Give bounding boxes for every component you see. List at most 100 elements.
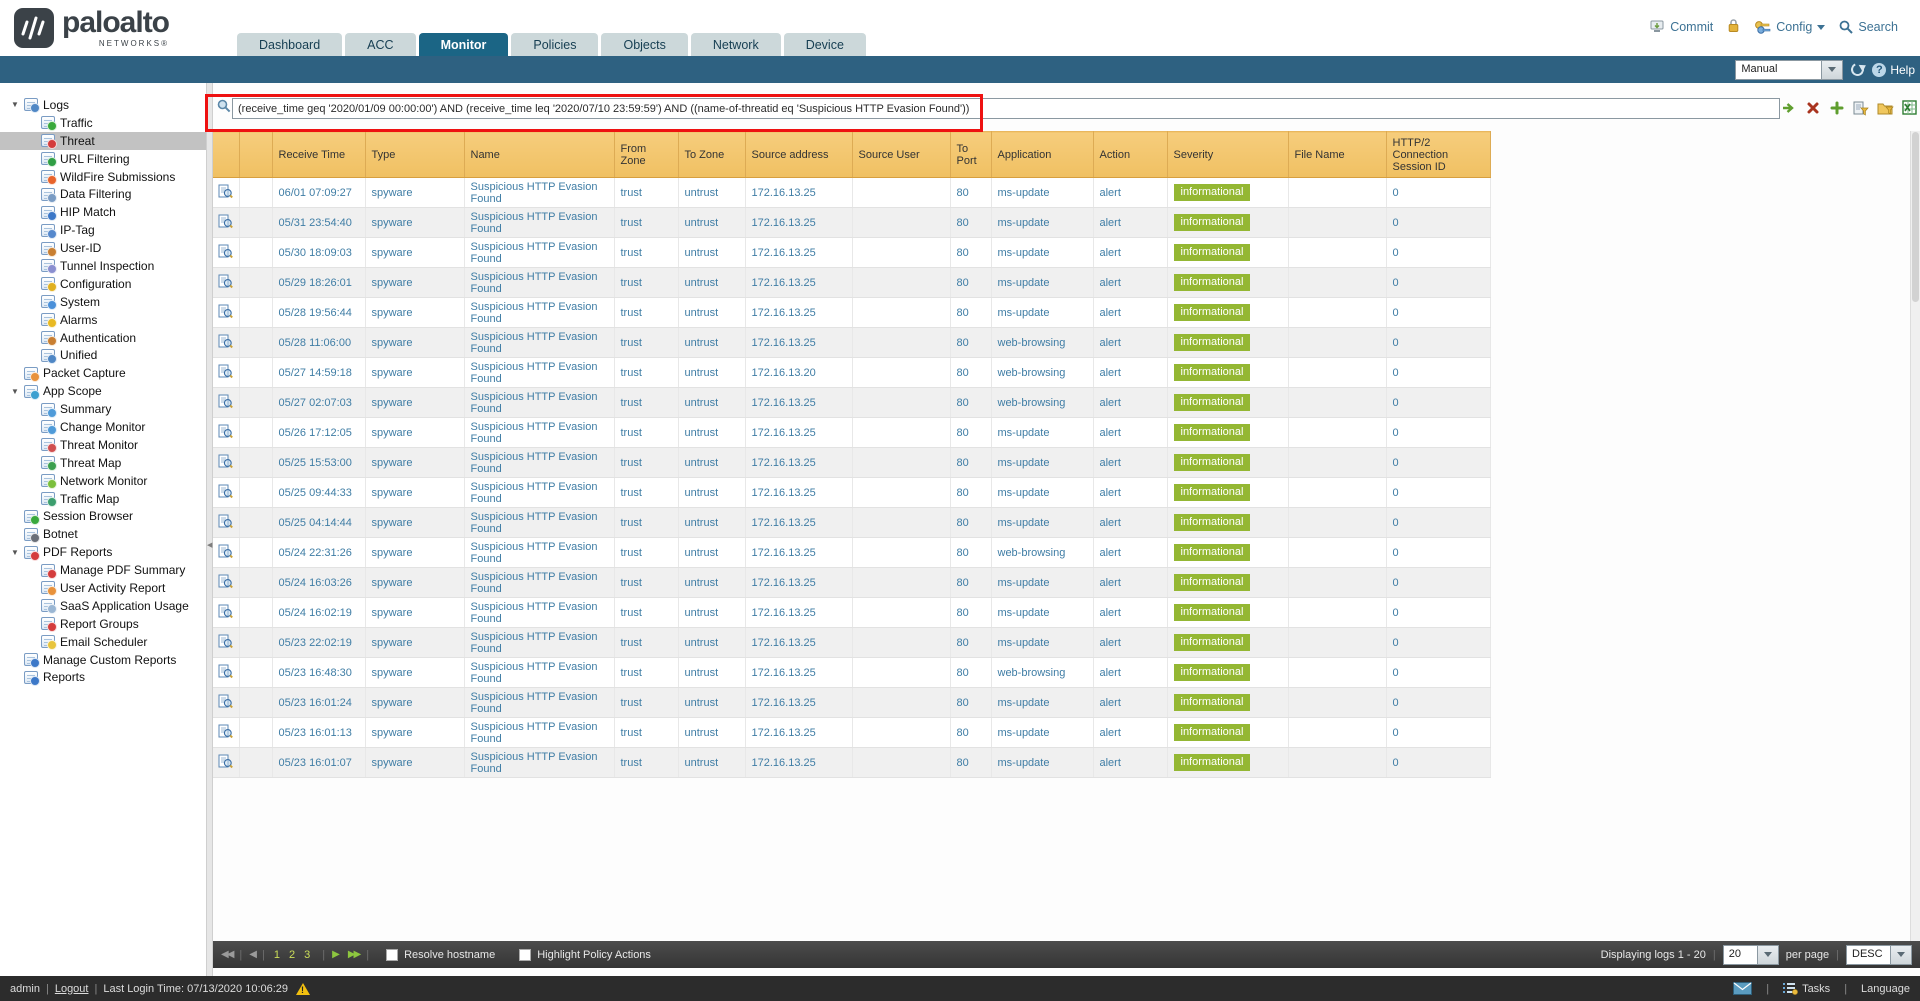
to-port-cell[interactable]: 80	[950, 568, 991, 598]
sidebar-item-saas-application-usage[interactable]: SaaS Application Usage	[0, 597, 206, 615]
threat-name-cell[interactable]: Suspicious HTTP Evasion Found	[464, 298, 614, 328]
source-address-cell[interactable]: 172.16.13.25	[745, 658, 852, 688]
from-zone-cell[interactable]: trust	[614, 298, 678, 328]
receive-time-cell[interactable]: 05/28 19:56:44	[272, 298, 365, 328]
receive-time-cell[interactable]: 05/23 16:01:13	[272, 718, 365, 748]
threat-name-cell[interactable]: Suspicious HTTP Evasion Found	[464, 388, 614, 418]
sidebar-item-summary[interactable]: Summary	[0, 400, 206, 418]
action-cell[interactable]: alert	[1093, 568, 1167, 598]
to-port-cell[interactable]: 80	[950, 178, 991, 208]
severity-cell[interactable]: informational	[1167, 238, 1288, 268]
threat-name-cell[interactable]: Suspicious HTTP Evasion Found	[464, 508, 614, 538]
threat-name-cell[interactable]: Suspicious HTTP Evasion Found	[464, 598, 614, 628]
to-zone-cell[interactable]: untrust	[678, 478, 745, 508]
column-header-severity[interactable]: Severity	[1167, 132, 1288, 178]
clear-filter-button[interactable]	[1804, 98, 1822, 117]
severity-cell[interactable]: informational	[1167, 628, 1288, 658]
threat-name-cell[interactable]: Suspicious HTTP Evasion Found	[464, 658, 614, 688]
application-cell[interactable]: ms-update	[991, 418, 1093, 448]
to-zone-cell[interactable]: untrust	[678, 388, 745, 418]
threat-name-cell[interactable]: Suspicious HTTP Evasion Found	[464, 418, 614, 448]
severity-cell[interactable]: informational	[1167, 358, 1288, 388]
http2-session-id-cell[interactable]: 0	[1386, 478, 1490, 508]
to-port-cell[interactable]: 80	[950, 358, 991, 388]
tree-expander-icon[interactable]: ▼	[11, 387, 24, 396]
sidebar-item-data-filtering[interactable]: Data Filtering	[0, 185, 206, 203]
source-address-cell[interactable]: 172.16.13.20	[745, 358, 852, 388]
sidebar-item-report-groups[interactable]: Report Groups	[0, 615, 206, 633]
receive-time-cell[interactable]: 05/30 18:09:03	[272, 238, 365, 268]
to-zone-cell[interactable]: untrust	[678, 748, 745, 778]
http2-session-id-cell[interactable]: 0	[1386, 628, 1490, 658]
log-detail-button[interactable]	[213, 628, 239, 658]
type-cell[interactable]: spyware	[365, 238, 464, 268]
column-header-to-zone[interactable]: To Zone	[678, 132, 745, 178]
sidebar-item-packet-capture[interactable]: Packet Capture	[0, 364, 206, 382]
sidebar-item-manage-pdf-summary[interactable]: Manage PDF Summary	[0, 561, 206, 579]
receive-time-cell[interactable]: 05/25 15:53:00	[272, 448, 365, 478]
config-menu[interactable]: Config	[1754, 20, 1825, 35]
application-cell[interactable]: ms-update	[991, 298, 1093, 328]
to-port-cell[interactable]: 80	[950, 598, 991, 628]
to-zone-cell[interactable]: untrust	[678, 328, 745, 358]
type-cell[interactable]: spyware	[365, 628, 464, 658]
source-address-cell[interactable]: 172.16.13.25	[745, 628, 852, 658]
action-cell[interactable]: alert	[1093, 658, 1167, 688]
threat-name-cell[interactable]: Suspicious HTTP Evasion Found	[464, 178, 614, 208]
type-cell[interactable]: spyware	[365, 388, 464, 418]
column-header-to-port[interactable]: To Port	[950, 132, 991, 178]
action-cell[interactable]: alert	[1093, 718, 1167, 748]
sidebar-item-user-activity-report[interactable]: User Activity Report	[0, 579, 206, 597]
source-address-cell[interactable]: 172.16.13.25	[745, 208, 852, 238]
from-zone-cell[interactable]: trust	[614, 448, 678, 478]
threat-name-cell[interactable]: Suspicious HTTP Evasion Found	[464, 208, 614, 238]
refresh-icon[interactable]	[1849, 61, 1866, 78]
action-cell[interactable]: alert	[1093, 178, 1167, 208]
application-cell[interactable]: ms-update	[991, 748, 1093, 778]
sidebar-item-system[interactable]: System	[0, 293, 206, 311]
from-zone-cell[interactable]: trust	[614, 418, 678, 448]
threat-name-cell[interactable]: Suspicious HTTP Evasion Found	[464, 358, 614, 388]
http2-session-id-cell[interactable]: 0	[1386, 178, 1490, 208]
receive-time-cell[interactable]: 05/24 22:31:26	[272, 538, 365, 568]
action-cell[interactable]: alert	[1093, 478, 1167, 508]
severity-cell[interactable]: informational	[1167, 538, 1288, 568]
type-cell[interactable]: spyware	[365, 268, 464, 298]
from-zone-cell[interactable]: trust	[614, 178, 678, 208]
log-detail-button[interactable]	[213, 178, 239, 208]
to-port-cell[interactable]: 80	[950, 508, 991, 538]
column-header-source-address[interactable]: Source address	[745, 132, 852, 178]
threat-name-cell[interactable]: Suspicious HTTP Evasion Found	[464, 268, 614, 298]
http2-session-id-cell[interactable]: 0	[1386, 238, 1490, 268]
tasks-button[interactable]: Tasks	[1783, 982, 1830, 995]
column-header-file-name[interactable]: File Name	[1288, 132, 1386, 178]
application-cell[interactable]: web-browsing	[991, 538, 1093, 568]
threat-name-cell[interactable]: Suspicious HTTP Evasion Found	[464, 628, 614, 658]
sidebar-item-email-scheduler[interactable]: Email Scheduler	[0, 633, 206, 651]
tab-dashboard[interactable]: Dashboard	[237, 33, 342, 56]
last-page-button[interactable]: ▶▶	[348, 949, 359, 960]
severity-cell[interactable]: informational	[1167, 508, 1288, 538]
source-address-cell[interactable]: 172.16.13.25	[745, 178, 852, 208]
prev-page-button[interactable]: ◀	[249, 949, 255, 960]
http2-session-id-cell[interactable]: 0	[1386, 688, 1490, 718]
severity-cell[interactable]: informational	[1167, 388, 1288, 418]
sidebar-item-hip-match[interactable]: HIP Match	[0, 203, 206, 221]
log-detail-button[interactable]	[213, 508, 239, 538]
from-zone-cell[interactable]: trust	[614, 688, 678, 718]
log-detail-button[interactable]	[213, 568, 239, 598]
tab-policies[interactable]: Policies	[511, 33, 598, 56]
from-zone-cell[interactable]: trust	[614, 238, 678, 268]
per-page-combo[interactable]: 20	[1723, 945, 1779, 965]
receive-time-cell[interactable]: 05/26 17:12:05	[272, 418, 365, 448]
resolve-hostname-checkbox[interactable]	[386, 949, 398, 961]
application-cell[interactable]: ms-update	[991, 598, 1093, 628]
receive-time-cell[interactable]: 05/29 18:26:01	[272, 268, 365, 298]
severity-cell[interactable]: informational	[1167, 718, 1288, 748]
application-cell[interactable]: web-browsing	[991, 658, 1093, 688]
messages-button[interactable]	[1733, 982, 1752, 995]
to-port-cell[interactable]: 80	[950, 388, 991, 418]
next-page-button[interactable]: ▶	[332, 949, 338, 960]
application-cell[interactable]: ms-update	[991, 628, 1093, 658]
severity-cell[interactable]: informational	[1167, 208, 1288, 238]
